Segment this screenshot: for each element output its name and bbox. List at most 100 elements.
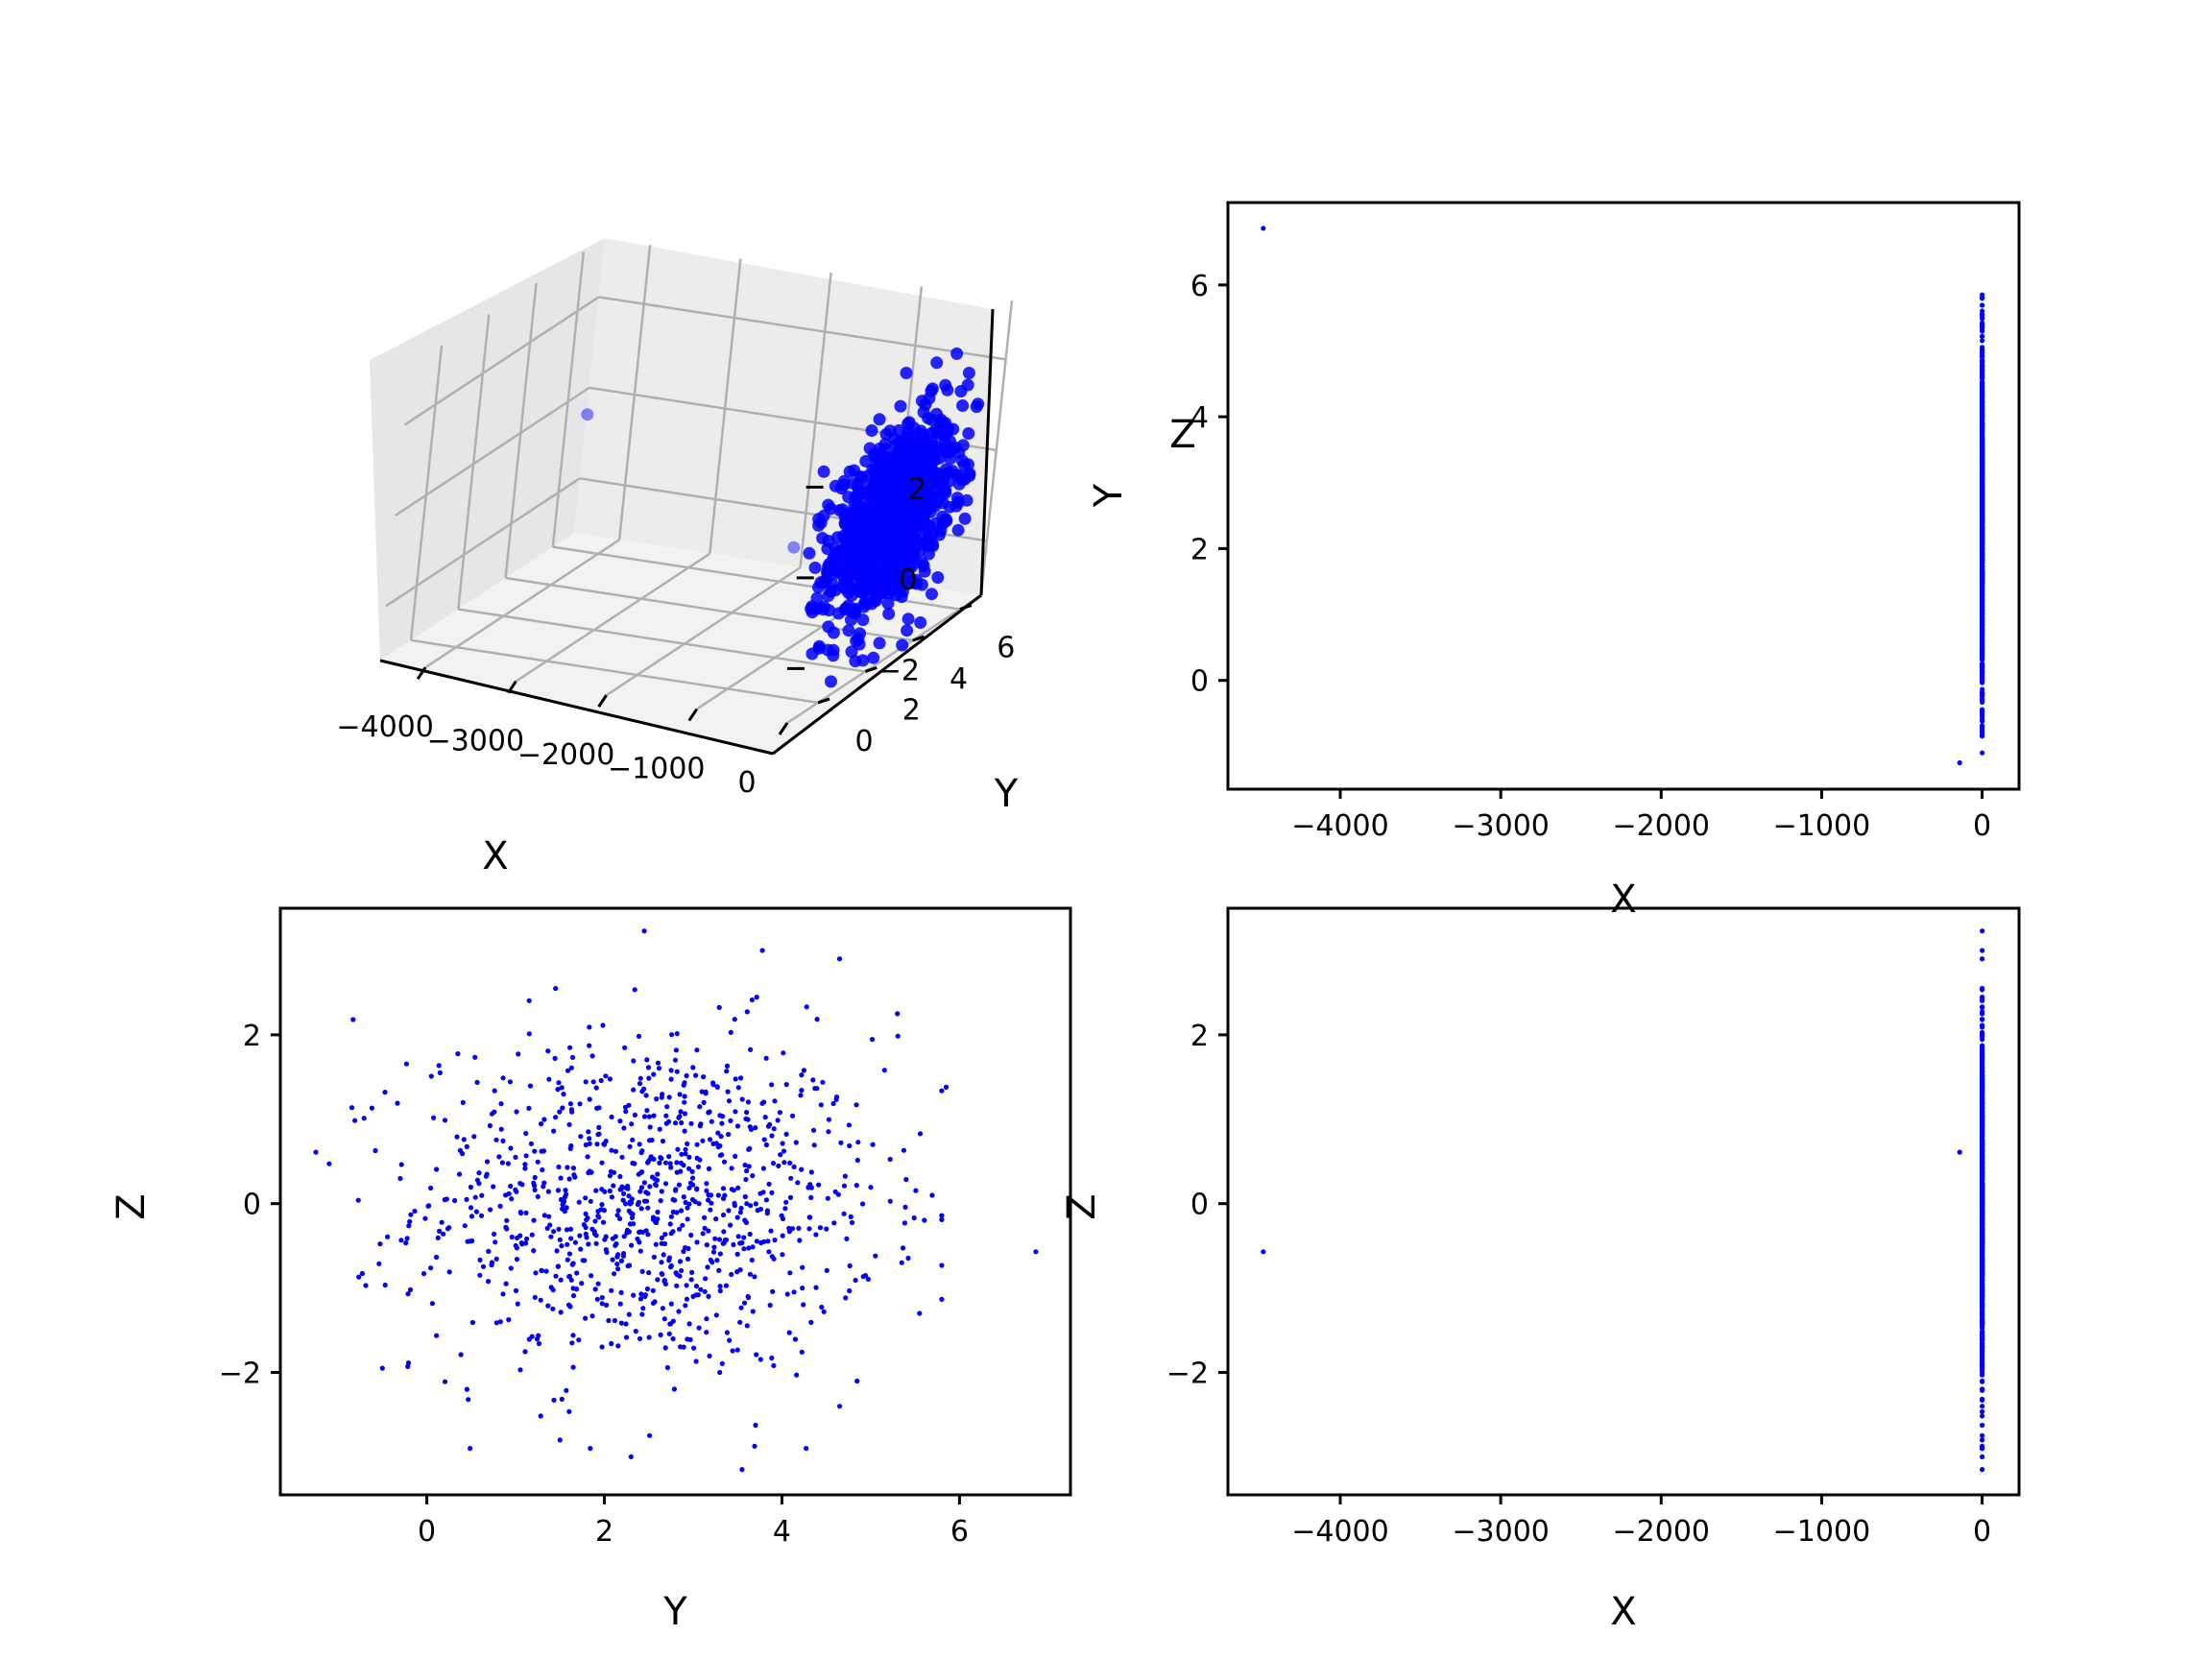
point xyxy=(503,1192,509,1198)
point xyxy=(672,1188,679,1193)
point xyxy=(757,1206,764,1213)
point xyxy=(1980,709,1985,714)
point xyxy=(805,606,819,619)
x-axis-label-y-vs-z: Y xyxy=(662,1590,687,1634)
point xyxy=(633,1329,638,1334)
x-tick-label: −3000 xyxy=(1452,1515,1549,1549)
point xyxy=(799,1088,805,1094)
point xyxy=(1980,530,1985,536)
point xyxy=(683,1151,688,1157)
point xyxy=(650,1287,656,1293)
point xyxy=(677,1259,684,1264)
point xyxy=(741,1246,747,1252)
point xyxy=(674,1271,680,1278)
point xyxy=(723,1283,730,1288)
point xyxy=(822,498,835,512)
point xyxy=(1980,1161,1985,1166)
point xyxy=(583,1142,589,1148)
point xyxy=(532,1187,538,1192)
point xyxy=(631,1058,637,1064)
subplot-y-vs-z: 0 2 4 6 −2 0 2 Y Z xyxy=(109,906,1072,1634)
point xyxy=(763,1055,769,1061)
point xyxy=(677,1226,683,1232)
point xyxy=(721,1159,728,1165)
point xyxy=(1980,1004,1985,1010)
point xyxy=(781,1050,786,1056)
point xyxy=(564,1387,569,1393)
grid-z-back xyxy=(598,296,1006,361)
point xyxy=(742,1193,748,1200)
point xyxy=(681,1194,686,1200)
point xyxy=(1980,1176,1985,1183)
point xyxy=(693,1284,700,1289)
point xyxy=(534,1336,541,1342)
subplot-x-vs-z: −4000 −3000 −2000 −1000 0 −2 0 2 X Z xyxy=(1060,906,2021,1634)
point xyxy=(1980,679,1985,685)
point xyxy=(683,1199,688,1206)
point xyxy=(666,1331,672,1336)
x-tick-3d xyxy=(687,708,699,722)
point xyxy=(720,1186,727,1191)
point xyxy=(709,1200,714,1206)
point xyxy=(679,1267,685,1274)
point xyxy=(942,445,955,459)
point xyxy=(1980,1340,1985,1347)
x-tick-3d xyxy=(597,694,608,708)
point xyxy=(1980,1262,1985,1269)
point xyxy=(630,1137,636,1142)
point xyxy=(1980,637,1985,642)
point xyxy=(887,1198,893,1204)
point xyxy=(893,445,906,458)
point xyxy=(684,1072,689,1079)
point xyxy=(1980,1291,1985,1297)
point xyxy=(514,1257,520,1262)
point xyxy=(659,1235,665,1240)
point xyxy=(654,1219,660,1226)
point xyxy=(783,1131,789,1137)
x-axis-label-3d: X xyxy=(482,834,508,878)
point xyxy=(505,1161,512,1166)
point xyxy=(741,1235,747,1240)
point xyxy=(894,489,907,502)
point xyxy=(1980,1352,1985,1358)
point xyxy=(637,1081,643,1087)
point xyxy=(599,1160,605,1166)
point xyxy=(474,1079,480,1085)
point xyxy=(621,1125,627,1131)
point xyxy=(679,1151,685,1157)
point xyxy=(535,1193,541,1199)
point xyxy=(737,1267,743,1273)
point xyxy=(598,1077,604,1084)
point xyxy=(690,1065,696,1070)
point xyxy=(847,1262,853,1269)
point xyxy=(842,1173,849,1179)
x-tick-label: 4 xyxy=(773,1515,791,1549)
point xyxy=(1980,1432,1985,1438)
point xyxy=(437,1228,443,1234)
point xyxy=(753,1125,758,1131)
point xyxy=(796,1225,802,1231)
point xyxy=(583,1315,589,1321)
point xyxy=(706,1166,712,1171)
point xyxy=(464,1196,469,1202)
point xyxy=(686,1166,692,1171)
point xyxy=(1980,1199,1985,1205)
point xyxy=(780,1252,785,1258)
point xyxy=(812,641,826,655)
point xyxy=(1980,1345,1985,1351)
point xyxy=(1980,477,1985,483)
point xyxy=(1980,1061,1985,1067)
axes-frame-y-vs-z xyxy=(278,906,1072,1497)
point xyxy=(695,1164,702,1169)
point xyxy=(956,439,970,452)
point xyxy=(631,1087,637,1093)
point xyxy=(650,1214,657,1220)
point xyxy=(853,1277,858,1284)
point xyxy=(565,1257,570,1262)
point xyxy=(770,1161,777,1166)
point xyxy=(471,1134,477,1140)
point xyxy=(609,1147,614,1153)
point xyxy=(587,1096,592,1102)
point xyxy=(498,1101,504,1107)
point xyxy=(553,1115,559,1120)
